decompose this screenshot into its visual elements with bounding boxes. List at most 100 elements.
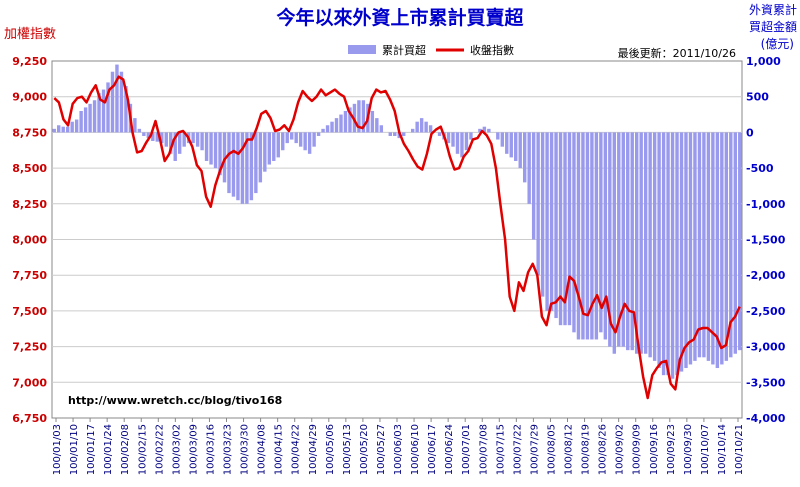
bar	[92, 100, 97, 133]
bar	[531, 132, 536, 240]
bar	[688, 132, 693, 365]
x-tick-label: 100/07/15	[495, 424, 506, 475]
x-tick-label: 100/07/22	[512, 424, 523, 475]
bar	[88, 103, 92, 133]
bar	[522, 132, 527, 183]
bar	[276, 132, 280, 158]
bar	[79, 110, 83, 133]
bar	[617, 132, 621, 347]
bar	[576, 132, 581, 340]
legend: 累計買超 收盤指數	[348, 43, 514, 57]
x-tick-label: 100/04/29	[308, 424, 319, 475]
bar	[160, 132, 164, 144]
bar	[648, 132, 652, 358]
bar	[236, 132, 240, 201]
x-tick-label: 100/01/03	[52, 424, 63, 475]
x-tick-label: 100/04/08	[257, 424, 268, 475]
bar	[711, 132, 715, 365]
right-tick-label: -1,500	[746, 234, 786, 247]
bar	[173, 132, 177, 161]
bar	[209, 132, 213, 165]
x-tick-label: 100/06/17	[427, 424, 438, 475]
bar	[74, 119, 79, 133]
legend-line-label: 收盤指數	[470, 43, 514, 57]
x-tick-label: 100/06/24	[444, 424, 455, 475]
bar	[451, 132, 455, 147]
bar	[729, 132, 733, 358]
bar	[675, 132, 679, 376]
right-tick-label: 1,000	[746, 55, 781, 68]
bar	[249, 132, 254, 201]
bar	[370, 110, 375, 133]
x-tick-label: 100/07/08	[478, 424, 489, 475]
bar	[693, 132, 697, 361]
bar	[321, 128, 325, 133]
bar	[124, 85, 128, 133]
bar	[733, 132, 737, 354]
bar	[670, 132, 675, 379]
bar	[227, 132, 231, 194]
bar	[343, 110, 348, 133]
close-index-line	[53, 75, 741, 400]
bar	[661, 132, 666, 376]
bar	[666, 132, 670, 376]
x-tick-label: 100/07/29	[529, 424, 540, 475]
left-axis-title: 加權指數	[4, 27, 56, 42]
bar	[540, 132, 545, 297]
left-tick-label: 7,000	[12, 376, 47, 389]
right-axis-title-line1: 外資累計	[749, 2, 797, 17]
right-tick-label: -3,500	[746, 376, 786, 389]
bar	[200, 132, 204, 151]
bar	[464, 132, 469, 151]
x-tick-label: 100/09/09	[632, 424, 643, 475]
bar	[240, 132, 245, 204]
x-tick-label: 100/05/27	[376, 424, 387, 475]
x-tick-label: 100/01/17	[86, 424, 97, 475]
bar	[325, 125, 330, 133]
bar	[258, 132, 263, 183]
left-tick-label: 8,750	[12, 126, 47, 139]
bar	[263, 132, 267, 172]
bar	[715, 132, 720, 369]
bar	[169, 132, 173, 154]
bar	[155, 132, 159, 142]
bar	[567, 132, 572, 326]
bar	[65, 126, 70, 133]
x-tick-label: 100/04/22	[291, 424, 302, 475]
bar	[57, 125, 61, 133]
bar	[635, 132, 639, 354]
bar	[316, 132, 321, 136]
bar	[142, 132, 146, 136]
bar	[554, 132, 558, 319]
bar	[294, 132, 298, 144]
bar	[312, 132, 316, 147]
x-tick-label: 100/01/24	[103, 424, 114, 475]
bar	[500, 132, 504, 147]
left-tick-label: 8,250	[12, 198, 47, 211]
bar	[585, 132, 590, 340]
bar	[303, 132, 307, 151]
bar	[402, 132, 406, 136]
bar	[110, 71, 115, 133]
bar	[133, 118, 137, 133]
right-tick-label: -1,000	[746, 198, 786, 211]
left-tick-label: 7,250	[12, 341, 47, 354]
x-tick-label: 100/06/03	[393, 424, 404, 475]
bar	[410, 128, 415, 133]
bar	[83, 107, 88, 133]
bar	[599, 132, 603, 333]
bar	[218, 132, 222, 176]
bar	[518, 132, 522, 169]
bar	[119, 71, 124, 133]
bar	[702, 132, 706, 358]
bar	[52, 128, 56, 133]
bar	[415, 121, 419, 133]
bar	[70, 121, 74, 133]
bar	[724, 132, 729, 361]
bar	[106, 82, 110, 133]
x-tick-label: 100/09/23	[666, 424, 677, 475]
bar	[137, 128, 142, 133]
bar	[684, 132, 688, 369]
bar	[204, 132, 209, 161]
